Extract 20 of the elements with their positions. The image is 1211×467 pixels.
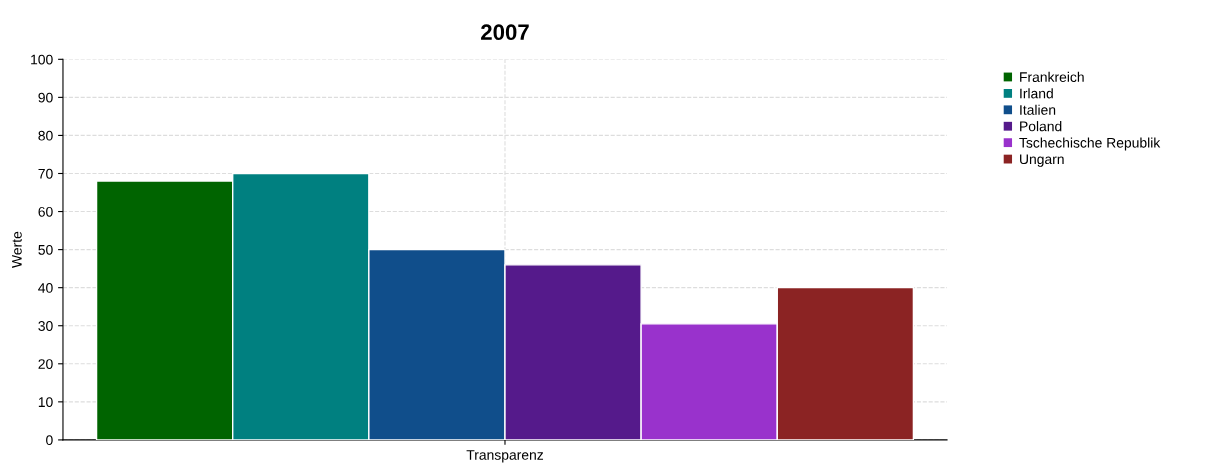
chart-title: 2007 bbox=[481, 24, 529, 41]
legend-label: Italien bbox=[1020, 104, 1056, 115]
y-tick-label: 70 bbox=[38, 168, 53, 179]
y-tick-label: 100 bbox=[31, 54, 53, 65]
legend-label: Frankreich bbox=[1020, 71, 1084, 83]
legend-label: Tschechische Republik bbox=[1019, 137, 1161, 151]
y-tick-label: 40 bbox=[38, 283, 53, 293]
y-tick-label: 60 bbox=[38, 206, 53, 217]
y-tick-label: 0 bbox=[46, 435, 53, 446]
y-tick-label: 20 bbox=[38, 359, 53, 369]
y-tick-label: 10 bbox=[38, 397, 53, 408]
y-axis-title: Werte bbox=[12, 231, 22, 268]
legend-label: Ungarn bbox=[1020, 154, 1064, 167]
legend-label: Poland bbox=[1020, 121, 1062, 132]
x-tick-label: Transparenz bbox=[466, 450, 544, 463]
y-tick-label: 50 bbox=[38, 244, 53, 255]
y-tick-label: 90 bbox=[38, 92, 53, 103]
y-tick-label: 30 bbox=[38, 321, 53, 331]
legend-label: Irland bbox=[1020, 88, 1053, 99]
y-tick-label: 80 bbox=[38, 130, 53, 141]
